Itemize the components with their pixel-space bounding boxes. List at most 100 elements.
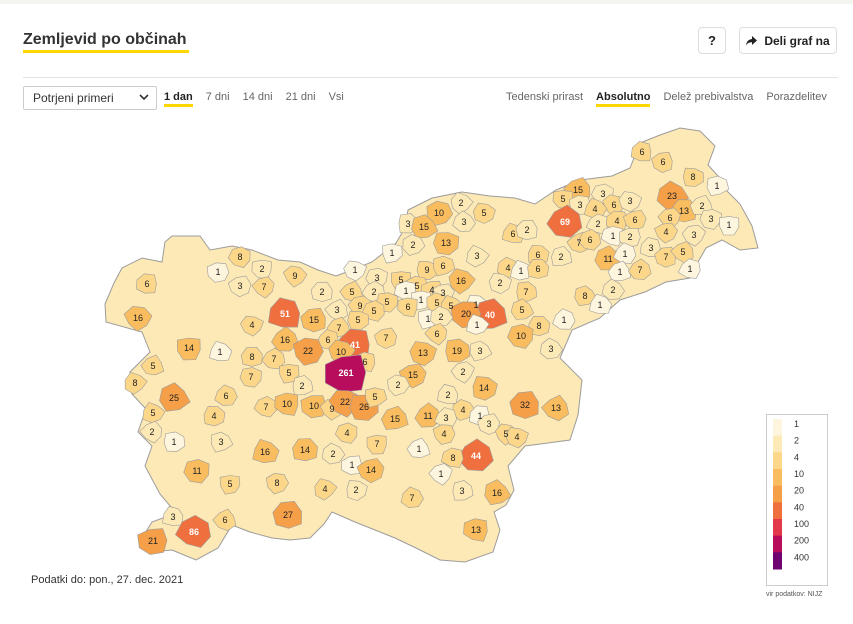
municipality-region[interactable] — [689, 194, 714, 216]
municipality-region[interactable] — [292, 438, 318, 462]
municipality-region[interactable] — [515, 219, 538, 241]
municipality-region[interactable] — [272, 500, 302, 529]
municipality-region[interactable] — [325, 354, 367, 393]
municipality-region[interactable] — [472, 202, 496, 224]
municipality-region[interactable] — [551, 245, 573, 267]
municipality-region[interactable] — [670, 240, 694, 264]
municipality-region[interactable] — [240, 315, 264, 337]
municipality-region[interactable] — [219, 475, 241, 495]
municipality-region[interactable] — [136, 273, 157, 294]
municipality-region[interactable] — [472, 376, 498, 401]
municipality-region[interactable] — [123, 306, 153, 332]
municipality-region[interactable] — [175, 514, 211, 548]
municipality-region[interactable] — [159, 382, 191, 412]
municipality-region[interactable] — [577, 228, 601, 251]
municipality-region[interactable] — [406, 437, 431, 458]
municipality-region[interactable] — [251, 259, 272, 280]
municipality-region[interactable] — [227, 246, 251, 268]
municipality-region[interactable] — [527, 259, 550, 279]
municipality-region[interactable] — [142, 402, 166, 424]
municipality-region[interactable] — [206, 262, 230, 283]
municipality-region[interactable] — [507, 323, 534, 349]
municipality-region[interactable] — [210, 431, 234, 453]
share-button[interactable]: Deli graf na — [739, 27, 837, 54]
municipality-region[interactable] — [347, 311, 369, 331]
municipality-region[interactable] — [651, 151, 673, 173]
municipality-region[interactable] — [509, 391, 539, 419]
municipality-region[interactable] — [452, 210, 476, 232]
municipality-region[interactable] — [397, 297, 418, 318]
municipality-region[interactable] — [343, 260, 368, 282]
municipality-region[interactable] — [324, 298, 348, 322]
mode-tab-0[interactable]: Tedenski prirast — [506, 91, 584, 103]
municipality-region[interactable] — [653, 222, 678, 244]
municipality-region[interactable] — [251, 276, 275, 299]
municipality-region[interactable] — [505, 427, 529, 449]
municipality-region[interactable] — [463, 518, 488, 542]
municipality-region[interactable] — [682, 167, 704, 187]
municipality-region[interactable] — [314, 478, 338, 501]
municipality-region[interactable] — [719, 216, 740, 236]
municipality-region[interactable] — [183, 459, 210, 484]
municipality-region[interactable] — [630, 141, 652, 162]
period-tab-2[interactable]: 14 dni — [242, 91, 273, 103]
municipality-region[interactable] — [539, 337, 564, 360]
municipality-region[interactable] — [334, 422, 358, 444]
municipality-region[interactable] — [265, 472, 289, 495]
municipality-region[interactable] — [253, 395, 277, 418]
municipality-region[interactable] — [450, 192, 474, 215]
municipality-region[interactable] — [588, 293, 613, 314]
municipality-region[interactable] — [681, 224, 707, 247]
municipality-region[interactable] — [510, 259, 534, 281]
municipality-region[interactable] — [441, 447, 464, 468]
municipality-region[interactable] — [677, 258, 701, 280]
municipality-region[interactable] — [278, 363, 300, 384]
municipality-region[interactable] — [466, 244, 490, 268]
municipality-region[interactable] — [466, 313, 490, 335]
municipality-region[interactable] — [452, 480, 474, 501]
municipality-region[interactable] — [428, 463, 453, 486]
mode-tab-2[interactable]: Delež prebivalstva — [663, 91, 754, 103]
municipality-region[interactable] — [433, 232, 460, 256]
municipality-region[interactable] — [613, 242, 637, 264]
municipality-region[interactable] — [432, 255, 456, 277]
period-tab-1[interactable]: 7 dni — [205, 91, 230, 103]
municipality-region[interactable] — [139, 420, 162, 444]
municipality-region[interactable] — [322, 442, 346, 465]
municipality-region[interactable] — [424, 323, 448, 346]
municipality-region[interactable] — [292, 375, 314, 396]
municipality-region[interactable] — [380, 405, 409, 430]
municipality-region[interactable] — [282, 265, 308, 288]
municipality-region[interactable] — [341, 455, 362, 475]
municipality-region[interactable] — [601, 278, 625, 300]
municipality-region[interactable] — [300, 307, 326, 333]
municipality-region[interactable] — [140, 354, 165, 376]
municipality-region[interactable] — [163, 431, 186, 452]
municipality-region[interactable] — [176, 337, 201, 361]
municipality-region[interactable] — [346, 480, 368, 501]
municipality-region[interactable] — [292, 337, 324, 366]
municipality-region[interactable] — [484, 479, 512, 506]
municipality-region[interactable] — [445, 338, 471, 363]
municipality-region[interactable] — [432, 424, 456, 445]
municipality-region[interactable] — [203, 406, 226, 427]
municipality-region[interactable] — [400, 486, 424, 509]
municipality-region[interactable] — [366, 434, 387, 455]
help-button[interactable]: ? — [698, 27, 726, 54]
municipality-region[interactable] — [706, 175, 730, 197]
municipality-region[interactable] — [261, 347, 286, 370]
municipality-region[interactable] — [137, 528, 168, 555]
municipality-region[interactable] — [552, 308, 576, 330]
municipality-region[interactable] — [510, 298, 535, 320]
municipality-region[interactable] — [310, 281, 333, 302]
municipality-region[interactable] — [364, 387, 388, 408]
period-tab-3[interactable]: 21 dni — [285, 91, 316, 103]
municipality-region[interactable] — [402, 234, 426, 256]
municipality-region[interactable] — [387, 374, 411, 397]
municipality-region[interactable] — [162, 506, 184, 526]
municipality-region[interactable] — [409, 341, 438, 367]
municipality-region[interactable] — [546, 204, 583, 238]
municipality-region[interactable] — [268, 297, 301, 328]
municipality-region[interactable] — [628, 258, 652, 280]
